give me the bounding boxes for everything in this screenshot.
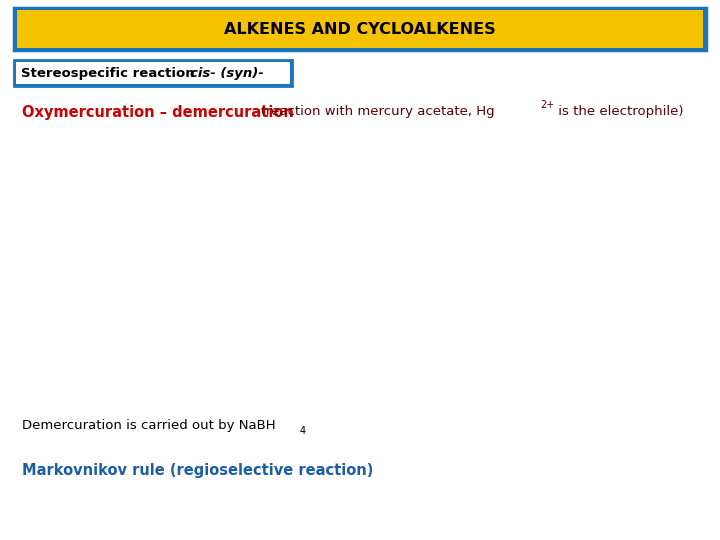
Text: is the electrophile): is the electrophile) (554, 105, 683, 118)
FancyBboxPatch shape (17, 10, 703, 48)
Text: cis- (syn)-: cis- (syn)- (190, 66, 264, 79)
Text: 2+: 2+ (540, 100, 554, 110)
FancyBboxPatch shape (14, 60, 292, 86)
FancyBboxPatch shape (14, 8, 706, 50)
Text: 4: 4 (300, 426, 306, 436)
Text: ALKENES AND CYCLOALKENES: ALKENES AND CYCLOALKENES (224, 22, 496, 37)
FancyBboxPatch shape (16, 62, 290, 84)
Text: Oxymercuration – demercuration: Oxymercuration – demercuration (22, 105, 294, 119)
Text: Demercuration is carried out by NaBH: Demercuration is carried out by NaBH (22, 418, 276, 431)
Text: (reaction with mercury acetate, Hg: (reaction with mercury acetate, Hg (248, 105, 495, 118)
Text: Stereospecific reaction: Stereospecific reaction (21, 66, 199, 79)
Text: Markovnikov rule (regioselective reaction): Markovnikov rule (regioselective reactio… (22, 462, 374, 477)
